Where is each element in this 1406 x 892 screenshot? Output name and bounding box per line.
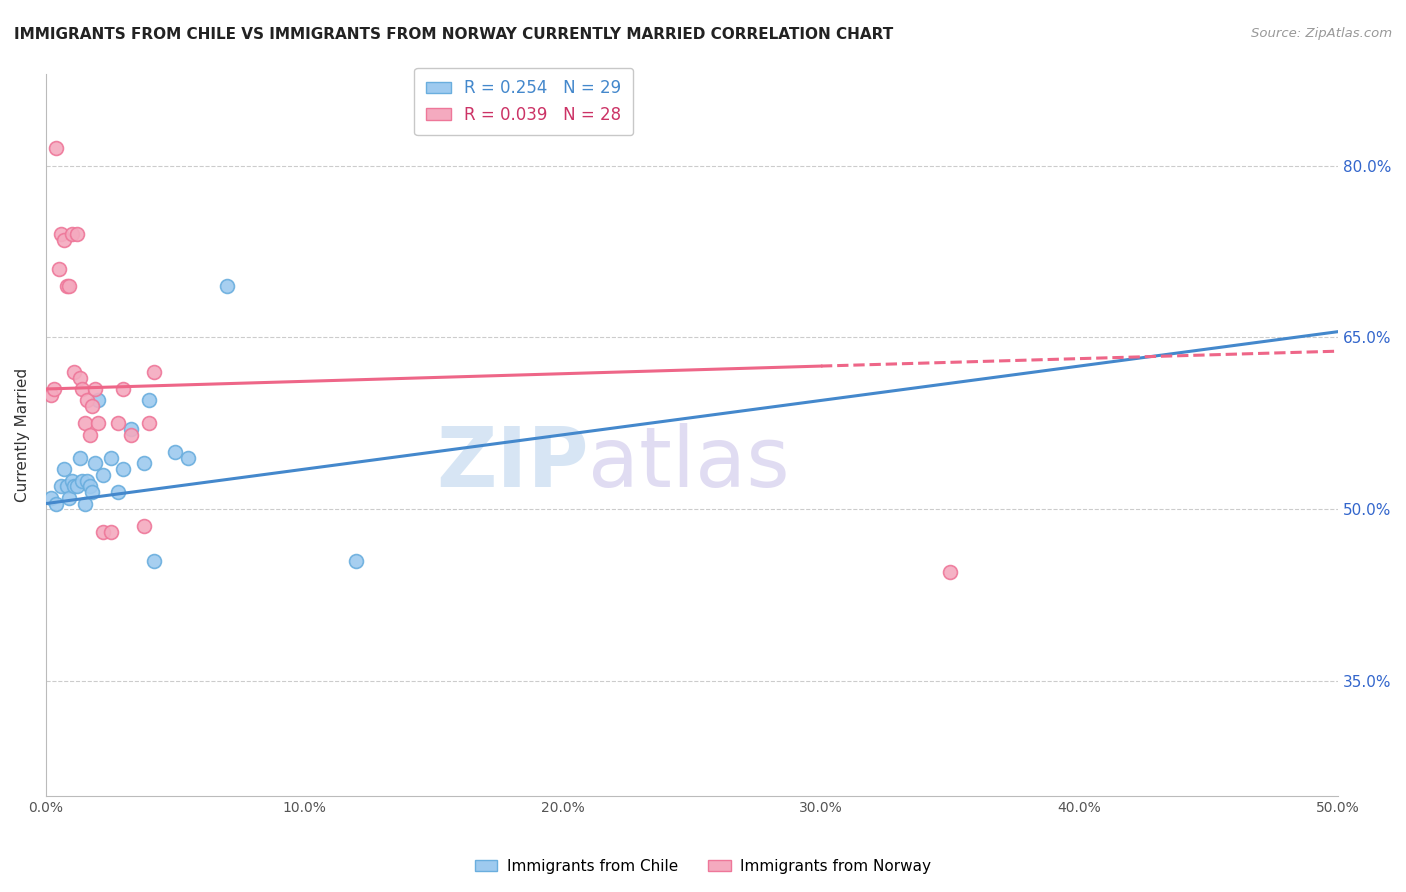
Point (55, 278, 77, 293)
Point (79, 479, 101, 493)
Point (120, 422, 142, 436)
Point (79, 427, 101, 442)
Point (165, 445, 187, 459)
Point (69, 450, 91, 465)
Point (76, 393, 98, 408)
Legend: R = 0.254   N = 29, R = 0.039   N = 28: R = 0.254 N = 29, R = 0.039 N = 28 (415, 68, 633, 136)
Point (76, 474, 98, 488)
Point (73, 417, 96, 431)
Point (82, 399, 104, 413)
Point (70, 474, 93, 488)
Point (53, 233, 76, 247)
Text: IMMIGRANTS FROM CHILE VS IMMIGRANTS FROM NORWAY CURRENTLY MARRIED CORRELATION CH: IMMIGRANTS FROM CHILE VS IMMIGRANTS FROM… (14, 27, 893, 42)
Point (112, 462, 135, 476)
Point (82, 485, 104, 500)
Point (45, 141, 67, 155)
Point (138, 393, 160, 408)
Point (58, 278, 80, 293)
Point (73, 497, 96, 511)
Point (138, 417, 160, 431)
Point (112, 382, 135, 396)
Text: Source: ZipAtlas.com: Source: ZipAtlas.com (1251, 27, 1392, 40)
Point (134, 519, 156, 533)
Point (58, 491, 80, 505)
Point (51, 479, 73, 493)
Point (134, 457, 156, 471)
Point (66, 479, 89, 493)
Point (63, 479, 86, 493)
Point (39, 388, 62, 402)
Point (42, 382, 65, 396)
Point (55, 479, 77, 493)
Point (60, 227, 83, 242)
Point (51, 227, 73, 242)
Point (39, 491, 62, 505)
Point (91, 525, 114, 540)
Point (45, 497, 67, 511)
Point (177, 450, 200, 465)
Legend: Immigrants from Chile, Immigrants from Norway: Immigrants from Chile, Immigrants from N… (468, 853, 938, 880)
Point (344, 554, 367, 568)
Point (86, 417, 108, 431)
Point (60, 474, 83, 488)
Point (215, 278, 238, 293)
Point (107, 485, 129, 500)
Point (120, 427, 142, 442)
Point (939, 566, 962, 580)
Text: ZIP: ZIP (436, 423, 589, 504)
Point (53, 462, 76, 476)
Point (100, 450, 122, 465)
Point (143, 365, 166, 379)
Point (84, 382, 107, 396)
Point (48, 261, 70, 276)
Y-axis label: Currently Married: Currently Married (15, 368, 30, 502)
Text: atlas: atlas (589, 423, 790, 504)
Point (70, 382, 93, 396)
Point (66, 227, 89, 242)
Point (100, 525, 122, 540)
Point (63, 365, 86, 379)
Point (69, 370, 91, 384)
Point (84, 457, 107, 471)
Point (91, 467, 114, 482)
Point (107, 417, 129, 431)
Point (143, 554, 166, 568)
Point (86, 393, 108, 408)
